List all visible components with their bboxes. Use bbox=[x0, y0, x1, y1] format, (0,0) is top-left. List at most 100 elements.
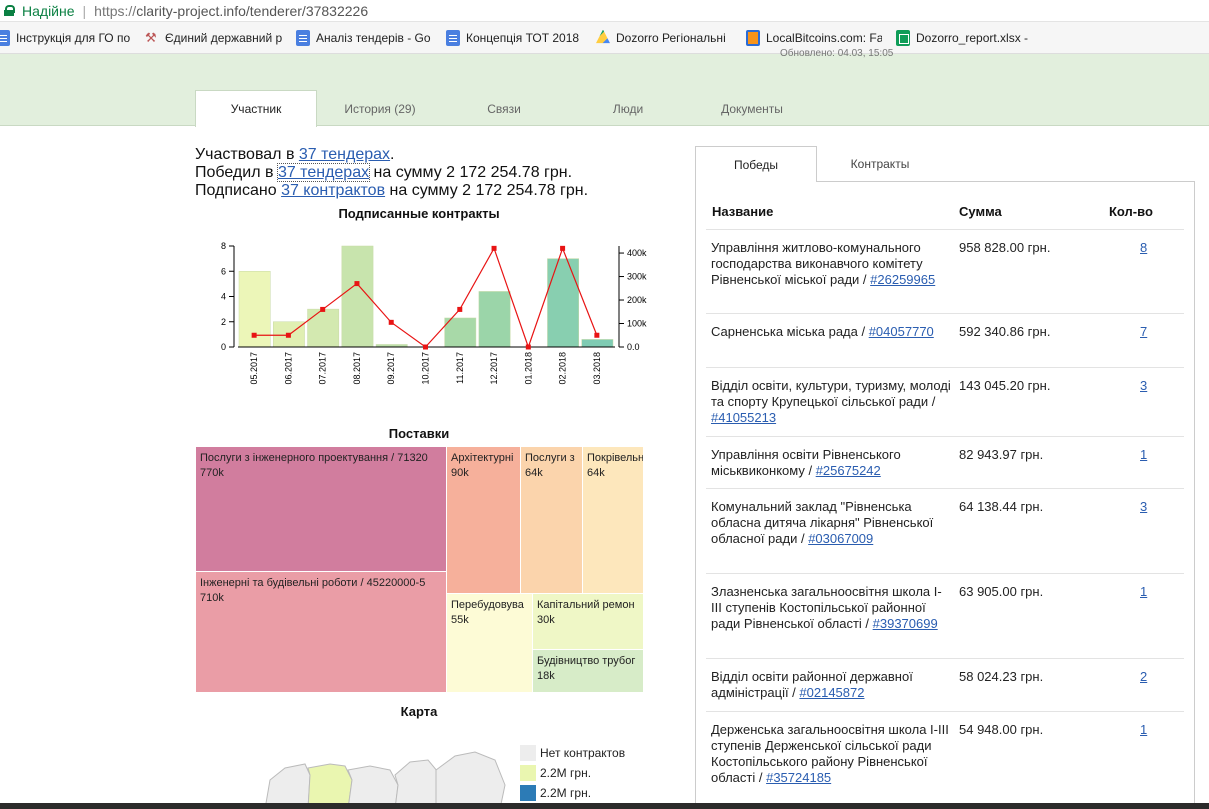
region-map[interactable] bbox=[260, 740, 510, 809]
buyer-name-text: Комунальний заклад "Рівненська обласна д… bbox=[711, 499, 934, 546]
treemap-value: 710k bbox=[200, 592, 224, 604]
treemap-cell[interactable]: Покрівельн 64k bbox=[583, 447, 644, 594]
treemap-cell[interactable]: Перебудовува 55k bbox=[447, 594, 533, 693]
treemap-label: Перебудовува bbox=[451, 599, 524, 611]
map-region bbox=[435, 751, 506, 809]
treemap-label: Будівництво трубог bbox=[537, 655, 636, 667]
count-link[interactable]: 7 bbox=[1140, 324, 1148, 339]
bookmark-label: Аналіз тендерів - Go bbox=[316, 30, 431, 45]
count-link[interactable]: 3 bbox=[1140, 499, 1148, 514]
legend-label: 2.2M грн. bbox=[540, 786, 592, 800]
x-tick-label: 09.2017 bbox=[386, 352, 396, 385]
legend-swatch bbox=[520, 785, 536, 801]
buyer-code-link[interactable]: #26259965 bbox=[870, 272, 936, 287]
bar bbox=[581, 339, 614, 348]
treemap-cell[interactable]: Послуги з інженерного проектування / 713… bbox=[196, 447, 447, 572]
treemap-label: Капітальний ремон bbox=[537, 599, 635, 611]
x-tick-label: 01.2018 bbox=[523, 352, 533, 385]
treemap-value: 64k bbox=[587, 467, 605, 479]
buyer-name: Управління освіти Рівненського міськвико… bbox=[711, 447, 951, 479]
summary: Участвовал в 37 тендерах. Победил в 37 т… bbox=[195, 146, 588, 200]
right-tick-label: 100k bbox=[627, 319, 647, 329]
bar bbox=[307, 308, 340, 348]
count-link[interactable]: 2 bbox=[1140, 669, 1148, 684]
count-link[interactable]: 8 bbox=[1140, 240, 1148, 255]
gavel-icon: ⚒ bbox=[145, 29, 157, 45]
address-bar[interactable]: Надійне | https:// clarity-project.info/… bbox=[0, 0, 1209, 22]
url-protocol: https:// bbox=[94, 2, 137, 19]
contract-sum: 958 828.00 грн. bbox=[959, 240, 1051, 255]
bookmark-1[interactable]: Інструкція для ГО по bbox=[0, 29, 136, 46]
buyer-code-link[interactable]: #39370699 bbox=[872, 616, 938, 631]
bookmark-7[interactable]: Dozorro_report.xlsx - bbox=[896, 29, 1036, 46]
tenders-link[interactable]: 37 тендерах bbox=[298, 146, 391, 163]
doc-icon bbox=[0, 29, 10, 46]
treemap-label: Архітектурні bbox=[451, 452, 514, 464]
x-tick-label: 07.2017 bbox=[318, 352, 328, 385]
wins-table: Название Сумма Кол-во Управління житлово… bbox=[695, 181, 1195, 809]
x-tick-label: 03.2018 bbox=[592, 352, 602, 385]
buyer-code-link[interactable]: #35724185 bbox=[766, 770, 832, 785]
right-tick-label: 400k bbox=[627, 248, 647, 258]
treemap-cell[interactable]: Капітальний ремон 30k bbox=[533, 594, 644, 650]
tab-documents[interactable]: Документы bbox=[721, 101, 783, 116]
tab-contracts[interactable]: Контракты bbox=[850, 157, 910, 171]
count-link[interactable]: 1 bbox=[1140, 722, 1148, 737]
sum-point bbox=[388, 319, 394, 325]
buyer-code-link[interactable]: #02145872 bbox=[799, 685, 865, 700]
buyer-name-text: Управління освіти Рівненського міськвико… bbox=[711, 447, 901, 478]
count-link[interactable]: 1 bbox=[1140, 584, 1148, 599]
bookmark-4[interactable]: Концепція ТОТ 2018 bbox=[446, 29, 582, 46]
x-tick-label: 12.2017 bbox=[489, 352, 499, 385]
bookmark-6[interactable]: LocalBitcoins.com: Fa bbox=[746, 29, 882, 46]
bar bbox=[478, 291, 511, 348]
sum-point bbox=[251, 332, 257, 338]
legend-item: 2.2M грн. bbox=[520, 783, 625, 803]
legend-swatch bbox=[520, 765, 536, 781]
tab-people[interactable]: Люди bbox=[612, 101, 644, 116]
sum-point bbox=[560, 245, 566, 251]
buyer-code-link[interactable]: #41055213 bbox=[711, 410, 777, 425]
map-legend: Нет контрактов 2.2M грн. 2.2M грн. bbox=[520, 743, 625, 803]
treemap-cell[interactable]: Будівництво трубог 18k bbox=[533, 650, 644, 693]
count-link[interactable]: 3 bbox=[1140, 378, 1148, 393]
x-tick-label: 05.2017 bbox=[249, 352, 259, 385]
col-name: Название bbox=[712, 204, 774, 219]
buyer-code-link[interactable]: #04057770 bbox=[868, 324, 934, 339]
bookmark-2[interactable]: ⚒ Єдиний державний р bbox=[145, 30, 285, 46]
treemap-value: 30k bbox=[537, 614, 555, 626]
buyer-code-link[interactable]: #03067009 bbox=[808, 531, 874, 546]
treemap-value: 90k bbox=[451, 467, 469, 479]
tab-history[interactable]: История (29) bbox=[344, 101, 416, 116]
treemap-cell[interactable]: Архітектурні 90k bbox=[447, 447, 521, 594]
treemap-title: Поставки bbox=[388, 426, 450, 441]
bookmark-5[interactable]: Dozorro Регіональні bbox=[596, 29, 732, 46]
supplies-treemap: Послуги з інженерного проектування / 713… bbox=[196, 447, 644, 693]
left-tick-label: 8 bbox=[221, 241, 226, 251]
sum-point bbox=[491, 245, 497, 251]
x-tick-label: 06.2017 bbox=[283, 352, 293, 385]
x-tick-label: 10.2017 bbox=[421, 352, 431, 385]
treemap-label: Інженерні та будівельні роботи / 4522000… bbox=[200, 577, 426, 589]
treemap-cell[interactable]: Послуги з 64k bbox=[521, 447, 583, 594]
col-sum: Сумма bbox=[959, 204, 1002, 219]
buyer-name-text: Відділ освіти, культури, туризму, молоді… bbox=[711, 378, 951, 409]
doc-icon bbox=[446, 29, 460, 46]
buyer-code-link[interactable]: #25675242 bbox=[815, 463, 881, 478]
sheet-icon bbox=[896, 29, 910, 46]
legend-item: 2.2M грн. bbox=[520, 763, 625, 783]
summary-text: Победил в bbox=[195, 164, 278, 181]
bookmark-label: Dozorro Регіональні bbox=[616, 30, 726, 45]
tab-participant[interactable]: Участник bbox=[195, 90, 317, 127]
count-link[interactable]: 1 bbox=[1140, 447, 1148, 462]
contracts-link[interactable]: 37 контрактов bbox=[281, 182, 386, 199]
summary-won: Победил в 37 тендерах на сумму 2 172 254… bbox=[195, 163, 588, 182]
bookmark-3[interactable]: Аналіз тендерів - Go bbox=[296, 29, 434, 46]
treemap-cell[interactable]: Інженерні та будівельні роботи / 4522000… bbox=[196, 572, 447, 693]
tab-connections[interactable]: Связи bbox=[487, 101, 521, 116]
tab-wins[interactable]: Победы bbox=[695, 146, 817, 182]
contract-sum: 82 943.97 грн. bbox=[959, 447, 1044, 462]
won-tenders-link[interactable]: 37 тендерах bbox=[276, 163, 371, 182]
signed-contracts-chart: 0 2 4 6 8 0.0 100k 200k 300k 400k 05.2017 06.2017 07… bbox=[221, 241, 647, 385]
treemap-value: 55k bbox=[451, 614, 469, 626]
